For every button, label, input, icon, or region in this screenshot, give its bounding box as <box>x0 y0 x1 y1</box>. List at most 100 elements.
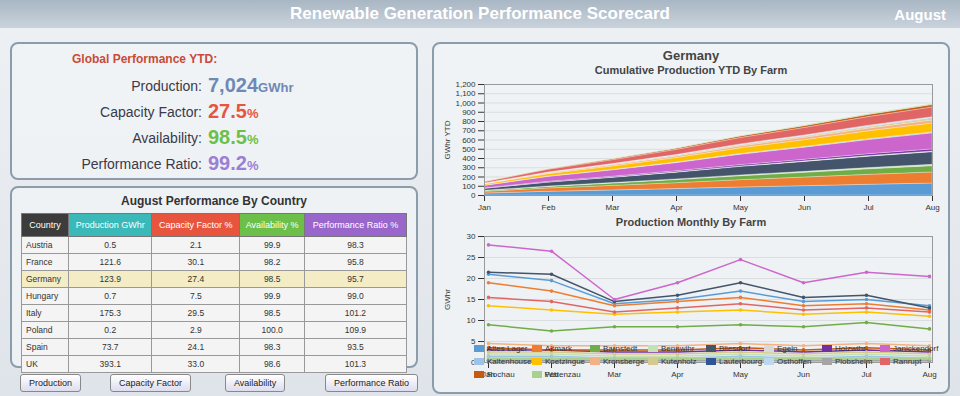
html-text:99.9: 99.9 <box>263 291 281 301</box>
html-text:Poland: Poland <box>26 325 53 335</box>
svg-text:Jul: Jul <box>861 370 871 379</box>
svg-text:Jun: Jun <box>797 370 810 379</box>
html-text:Global Performance YTD:: Global Performance YTD: <box>72 52 218 66</box>
svg-text:20: 20 <box>467 274 476 283</box>
html-text:98.5: 98.5 <box>263 308 281 318</box>
html-text:Bennwihr: Bennwihr <box>661 344 695 353</box>
svg-text:Jun: Jun <box>798 203 811 212</box>
html-text:Performance Ratio %: Performance Ratio % <box>312 220 399 230</box>
html-text:Italy: Italy <box>26 308 42 318</box>
html-text:175.3: 175.3 <box>99 308 121 318</box>
html-text:99.0: 99.0 <box>347 291 364 301</box>
html-text:Capacity Factor: 27.5%: Capacity Factor: 27.5% <box>100 100 259 122</box>
svg-text:Mar: Mar <box>608 370 622 379</box>
svg-text:Apr: Apr <box>670 203 683 212</box>
html-text:Capacity Factor: Capacity Factor <box>119 378 182 388</box>
html-text:Production Monthly By Farm: Production Monthly By Farm <box>615 216 767 228</box>
html-text:123.9: 123.9 <box>99 274 121 284</box>
svg-text:Aug: Aug <box>925 203 939 212</box>
html-text:98.3: 98.3 <box>263 342 281 352</box>
html-text:Altes Lager: Altes Lager <box>487 344 528 353</box>
html-text:Cumulative Production YTD By F: Cumulative Production YTD By Farm <box>594 64 788 76</box>
html-text:109.9: 109.9 <box>344 325 367 335</box>
html-text:98.6: 98.6 <box>263 359 281 369</box>
svg-text:200: 200 <box>462 173 476 182</box>
html-text:0.5: 0.5 <box>104 240 117 250</box>
svg-text:GWhr: GWhr <box>443 289 452 310</box>
svg-text:300: 300 <box>462 163 476 172</box>
html-text:0.2: 0.2 <box>104 325 117 335</box>
html-text:Availability %: Availability % <box>245 220 299 230</box>
html-text:33.0: 33.0 <box>187 359 205 369</box>
html-text:France: France <box>26 257 53 267</box>
html-text:UK: UK <box>26 359 38 369</box>
html-text:Germany: Germany <box>662 48 720 63</box>
html-text:98.3: 98.3 <box>347 240 364 250</box>
svg-text:1,100: 1,100 <box>455 89 476 98</box>
svg-text:10: 10 <box>467 316 476 325</box>
html-text:95.7: 95.7 <box>347 274 364 284</box>
html-text:98.5: 98.5 <box>263 274 281 284</box>
html-text:393.1: 393.1 <box>99 359 121 369</box>
html-text:30.1: 30.1 <box>187 257 205 267</box>
svg-text:May: May <box>733 203 748 212</box>
svg-text:Jul: Jul <box>863 203 873 212</box>
html-text:101.3: 101.3 <box>344 359 367 369</box>
html-text:Performance Ratio: 99.2%: Performance Ratio: 99.2% <box>81 152 259 174</box>
svg-text:1,000: 1,000 <box>455 99 476 108</box>
html-text:2.9: 2.9 <box>189 325 202 335</box>
html-text:Production: Production <box>29 378 72 388</box>
html-text:Hungary: Hungary <box>26 291 59 301</box>
svg-text:25: 25 <box>467 253 476 262</box>
html-text:Availability: 98.5%: Availability: 98.5% <box>132 126 259 148</box>
html-text:Altmark: Altmark <box>545 344 573 353</box>
svg-text:Jan: Jan <box>478 203 491 212</box>
svg-text:400: 400 <box>462 154 476 163</box>
html-text:Barnstedt: Barnstedt <box>603 344 638 353</box>
html-text:Country: Country <box>29 220 61 230</box>
svg-text:GWhr YTD: GWhr YTD <box>443 120 452 159</box>
html-text:Capacity Factor %: Capacity Factor % <box>159 220 233 230</box>
html-text:2.1: 2.1 <box>189 240 202 250</box>
html-text:29.5: 29.5 <box>187 308 205 318</box>
html-text:98.2: 98.2 <box>263 257 281 267</box>
html-text:Production: 7,024GWhr: Production: 7,024GWhr <box>131 74 294 96</box>
html-text:Production GWhr: Production GWhr <box>75 220 145 230</box>
html-text:Performance Ratio: Performance Ratio <box>334 378 409 388</box>
html-text:August: August <box>894 6 946 23</box>
html-text:99.9: 99.9 <box>263 240 281 250</box>
html-text:121.6: 121.6 <box>99 257 121 267</box>
html-text:Availability: Availability <box>234 378 277 388</box>
svg-text:700: 700 <box>462 126 476 135</box>
html-text:93.5: 93.5 <box>347 342 364 352</box>
html-text:Bliesdorf: Bliesdorf <box>719 344 751 353</box>
svg-text:May: May <box>733 370 748 379</box>
svg-text:Mar: Mar <box>606 203 620 212</box>
svg-text:600: 600 <box>462 136 476 145</box>
html-text:7.5: 7.5 <box>189 291 202 301</box>
html-text:73.7: 73.7 <box>102 342 119 352</box>
html-text:Austria: Austria <box>26 240 53 250</box>
svg-text:Feb: Feb <box>542 203 556 212</box>
html-text:0.7: 0.7 <box>104 291 117 301</box>
html-text:August Performance By Country: August Performance By Country <box>121 194 307 208</box>
svg-text:100: 100 <box>462 182 476 191</box>
html-text:24.1: 24.1 <box>187 342 205 352</box>
html-text:100.0: 100.0 <box>261 325 283 335</box>
html-text:Spain: Spain <box>26 342 48 352</box>
svg-text:800: 800 <box>462 117 476 126</box>
html-text:Egeln: Egeln <box>777 344 798 353</box>
svg-text:30: 30 <box>467 232 476 241</box>
html-text:27.4: 27.4 <box>187 274 205 284</box>
html-text:101.2: 101.2 <box>344 308 367 318</box>
svg-text:Apr: Apr <box>671 370 684 379</box>
html-text:Renewable Generation Performan: Renewable Generation Performance Scoreca… <box>290 4 670 23</box>
svg-text:900: 900 <box>462 108 476 117</box>
html-text:Germany: Germany <box>26 274 61 284</box>
svg-text:15: 15 <box>467 295 476 304</box>
svg-text:1,200: 1,200 <box>455 80 476 89</box>
html-text:95.8: 95.8 <box>347 257 364 267</box>
svg-text:500: 500 <box>462 145 476 154</box>
svg-text:0: 0 <box>471 191 476 200</box>
svg-text:Aug: Aug <box>922 370 936 379</box>
